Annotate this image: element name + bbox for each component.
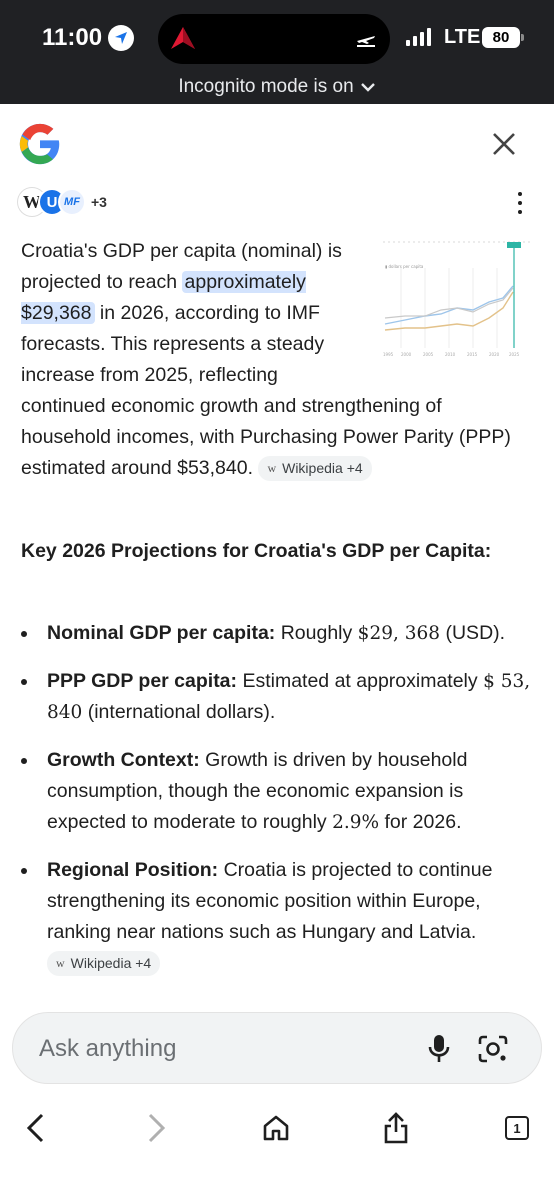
microphone-icon [428,1035,450,1062]
gdp-chart-thumbnail[interactable]: ▮ dollars per capita 1995 2000 2005 2010 20… [381,236,531,368]
status-time: 11:00 [42,24,135,52]
svg-text:2015: 2015 [467,352,478,357]
lens-camera-icon [478,1035,508,1063]
sources-more-count: +3 [91,194,107,210]
svg-text:2020: 2020 [489,352,500,357]
bottom-toolbar: 1 [0,1100,554,1200]
dynamic-island[interactable] [158,14,390,64]
svg-text:2000: 2000 [401,352,412,357]
back-arrow-icon [26,1113,44,1143]
home-button[interactable] [256,1108,296,1148]
ask-input[interactable] [39,1031,399,1067]
voice-search-button[interactable] [421,1031,457,1067]
bullet-text: Croatia is projected to continue strengt… [47,859,493,943]
battery-indicator: 80 [482,27,524,48]
bullet-term: Regional Position: [47,859,219,881]
citation-label: Wikipedia +4 [282,460,363,477]
list-item: Regional Position: Croatia is projected … [21,855,533,979]
bullet-term: Nominal GDP per capita: [47,622,276,644]
tab-switcher-button[interactable]: 1 [497,1108,537,1148]
status-bar: 11:00 LTE 80 Incognito mode is on [0,0,554,104]
imf-icon: MF [58,188,86,216]
svg-text:2005: 2005 [423,352,434,357]
wikipedia-small-icon: w [56,956,65,971]
location-arrow-icon [108,25,135,51]
time-text: 11:00 [42,24,103,51]
network-type: LTE [444,26,481,48]
citation-chip[interactable]: w Wikipedia +4 [47,951,161,977]
ai-answer: ▮ dollars per capita 1995 2000 2005 2010 20… [21,236,531,484]
forward-button[interactable] [136,1108,176,1148]
svg-text:2025: 2025 [509,352,520,357]
list-item: Growth Context: Growth is driven by hous… [21,745,533,838]
answer-text-1: Croatia's GDP per capita (nominal) is pr… [21,240,342,293]
airplane-icon [357,36,375,47]
svg-text:▮ dollars per capita: ▮ dollars per capita [385,264,424,269]
more-options-icon[interactable] [512,192,528,214]
math-value: $29, 368 [357,623,441,644]
close-button[interactable] [486,126,522,162]
bullet-text: Growth is driven by household consumptio… [47,749,468,833]
forward-arrow-icon [148,1113,166,1143]
section-heading: Key 2026 Projections for Croatia's GDP p… [21,540,492,562]
google-logo-icon [19,123,60,165]
svg-text:2010: 2010 [445,352,456,357]
list-item: PPP GDP per capita: Estimated at approxi… [21,666,533,728]
bullet-term: Growth Context: [47,749,200,771]
bullet-text-end: for 2026. [379,811,462,833]
chevron-down-icon [360,83,375,92]
wikipedia-small-icon: w [267,461,277,476]
share-button[interactable] [376,1108,416,1148]
projection-list: Nominal GDP per capita: Roughly $29, 368… [21,618,533,996]
tab-count: 1 [505,1116,529,1140]
bullet-text: Roughly [275,622,358,644]
source-icons[interactable]: W U MF +3 [18,188,107,216]
google-lens-button[interactable] [475,1031,511,1067]
share-icon [384,1112,408,1144]
delta-logo-icon [171,27,195,49]
ask-bar [12,1012,542,1084]
incognito-banner[interactable]: Incognito mode is on [0,76,554,98]
math-value: $ 53, 840 [47,671,531,723]
bullet-text-end: (international dollars). [82,701,276,723]
citation-label: Wikipedia +4 [70,955,152,972]
answer-text-2: in 2026, according to IMF forecasts. Thi… [21,302,511,479]
bullet-text-end: (USD). [440,622,506,644]
cell-signal-icon [406,28,431,46]
list-item: Nominal GDP per capita: Roughly $29, 368… [21,618,533,649]
home-icon [263,1115,289,1141]
bullet-text: Estimated at approximately [237,670,484,692]
close-icon [493,133,515,155]
bullet-term: PPP GDP per capita: [47,670,238,692]
back-button[interactable] [16,1108,56,1148]
incognito-text: Incognito mode is on [178,76,354,97]
citation-chip[interactable]: w Wikipedia +4 [258,456,372,482]
svg-text:1995: 1995 [383,352,394,357]
math-value: 2.9% [332,812,380,833]
